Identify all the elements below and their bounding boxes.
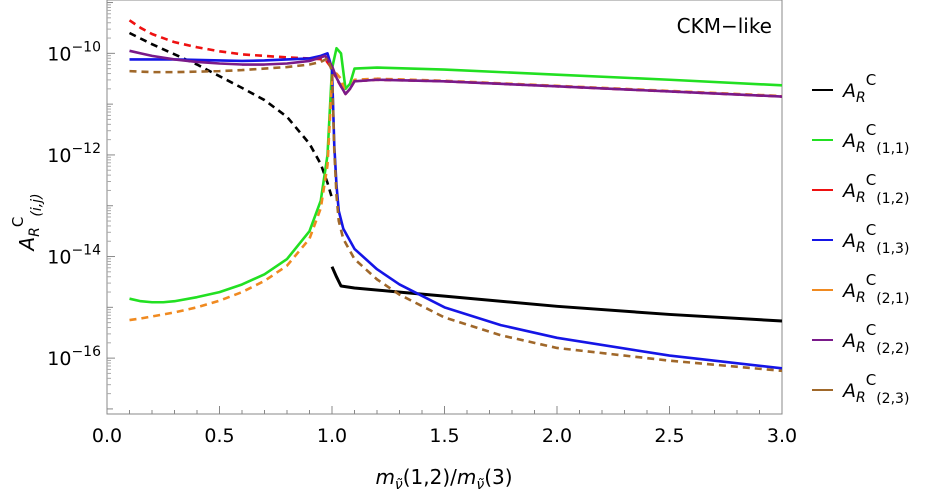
y-title-idx: (i,j) bbox=[29, 193, 45, 216]
x-tick-label: 0.5 bbox=[204, 425, 234, 447]
legend-sub: R bbox=[856, 340, 866, 356]
y-title-sup: C bbox=[9, 217, 27, 227]
legend: ARCARC(1,1)ARC(1,2)ARC(1,3)ARC(2,1)ARC(2… bbox=[812, 71, 909, 407]
y-tick-exponent: −12 bbox=[71, 141, 101, 157]
x-tick-label: 1.5 bbox=[429, 425, 459, 447]
legend-base: A bbox=[841, 80, 856, 102]
y-tick-label: 10−10 bbox=[47, 39, 101, 65]
legend-label-6: ARC(2,3) bbox=[841, 371, 909, 407]
legend-sub: R bbox=[856, 140, 866, 156]
y-title-base: A bbox=[15, 237, 39, 253]
y-tick-exponent: −16 bbox=[71, 344, 101, 360]
y-tick-label: 10−14 bbox=[47, 243, 101, 269]
y-tick-base: 10 bbox=[47, 348, 71, 370]
y-tick-label: 10−16 bbox=[47, 344, 101, 370]
legend-label-1: ARC(1,1) bbox=[841, 121, 909, 157]
x-axis-ticks: 0.0 0.5 1.0 1.5 2.0 2.5 3.0 bbox=[92, 406, 797, 447]
legend-index: (2,2) bbox=[876, 341, 909, 357]
series-lines bbox=[128, 19, 782, 373]
legend-label-0: ARC bbox=[841, 71, 876, 106]
legend-sub: R bbox=[856, 390, 866, 406]
legend-index: (1,3) bbox=[876, 241, 909, 257]
legend-sup: C bbox=[866, 371, 876, 389]
x-title-m1-arg: (1,2)/ bbox=[403, 465, 457, 489]
series-line-1 bbox=[129, 46, 782, 304]
series-line-4 bbox=[129, 72, 782, 322]
y-tick-label: 10−12 bbox=[47, 141, 101, 167]
legend-sup: C bbox=[866, 171, 876, 189]
legend-sub: R bbox=[856, 290, 866, 306]
x-tick-label: 3.0 bbox=[767, 425, 797, 447]
x-tick-label: 2.0 bbox=[542, 425, 572, 447]
series-line-6 bbox=[129, 57, 782, 373]
legend-base: A bbox=[841, 230, 856, 252]
series-line-5 bbox=[129, 49, 782, 98]
legend-index: (2,1) bbox=[876, 291, 909, 307]
legend-index: (2,3) bbox=[876, 391, 909, 407]
y-tick-base: 10 bbox=[47, 43, 71, 65]
legend-base: A bbox=[841, 280, 856, 302]
y-axis-title: ARC(i,j) bbox=[9, 193, 45, 252]
chart-annotation: CKM−like bbox=[677, 14, 772, 38]
x-title-m2: m bbox=[457, 465, 476, 489]
legend-label-5: ARC(2,2) bbox=[841, 321, 909, 357]
x-title-m2-sub: ν̃ bbox=[476, 477, 484, 493]
x-tick-label: 2.5 bbox=[654, 425, 684, 447]
x-tick-label: 1.0 bbox=[317, 425, 347, 447]
legend-label-2: ARC(1,2) bbox=[841, 171, 909, 207]
legend-sub: R bbox=[856, 240, 866, 256]
legend-sub: R bbox=[856, 190, 866, 206]
legend-base: A bbox=[841, 130, 856, 152]
legend-sup: C bbox=[866, 321, 876, 339]
x-title-m2-arg: (3) bbox=[484, 465, 512, 489]
x-title-m1-sub: ν̃ bbox=[395, 477, 403, 493]
legend-label-4: ARC(2,1) bbox=[841, 271, 909, 307]
series-line-0-dashed bbox=[128, 31, 334, 199]
legend-index: (1,1) bbox=[876, 141, 909, 157]
y-title-sub: R bbox=[27, 227, 43, 237]
legend-sup: C bbox=[866, 221, 876, 239]
x-axis-title: mν̃(1,2)/mν̃(3) bbox=[375, 465, 512, 493]
legend-index: (1,2) bbox=[876, 191, 909, 207]
x-title-m1: m bbox=[375, 465, 394, 489]
series-line-3 bbox=[129, 52, 782, 370]
y-tick-exponent: −14 bbox=[71, 243, 101, 259]
y-tick-exponent: −10 bbox=[71, 39, 101, 55]
legend-label-3: ARC(1,3) bbox=[841, 221, 909, 257]
legend-sup: C bbox=[866, 271, 876, 289]
legend-base: A bbox=[841, 180, 856, 202]
y-tick-base: 10 bbox=[47, 145, 71, 167]
legend-sup: C bbox=[866, 71, 876, 89]
legend-sup: C bbox=[866, 121, 876, 139]
legend-base: A bbox=[841, 330, 856, 352]
series-line-0 bbox=[330, 266, 782, 323]
legend-base: A bbox=[841, 380, 856, 402]
legend-sub: R bbox=[856, 90, 866, 106]
y-tick-base: 10 bbox=[47, 247, 71, 269]
x-tick-label: 0.0 bbox=[92, 425, 122, 447]
